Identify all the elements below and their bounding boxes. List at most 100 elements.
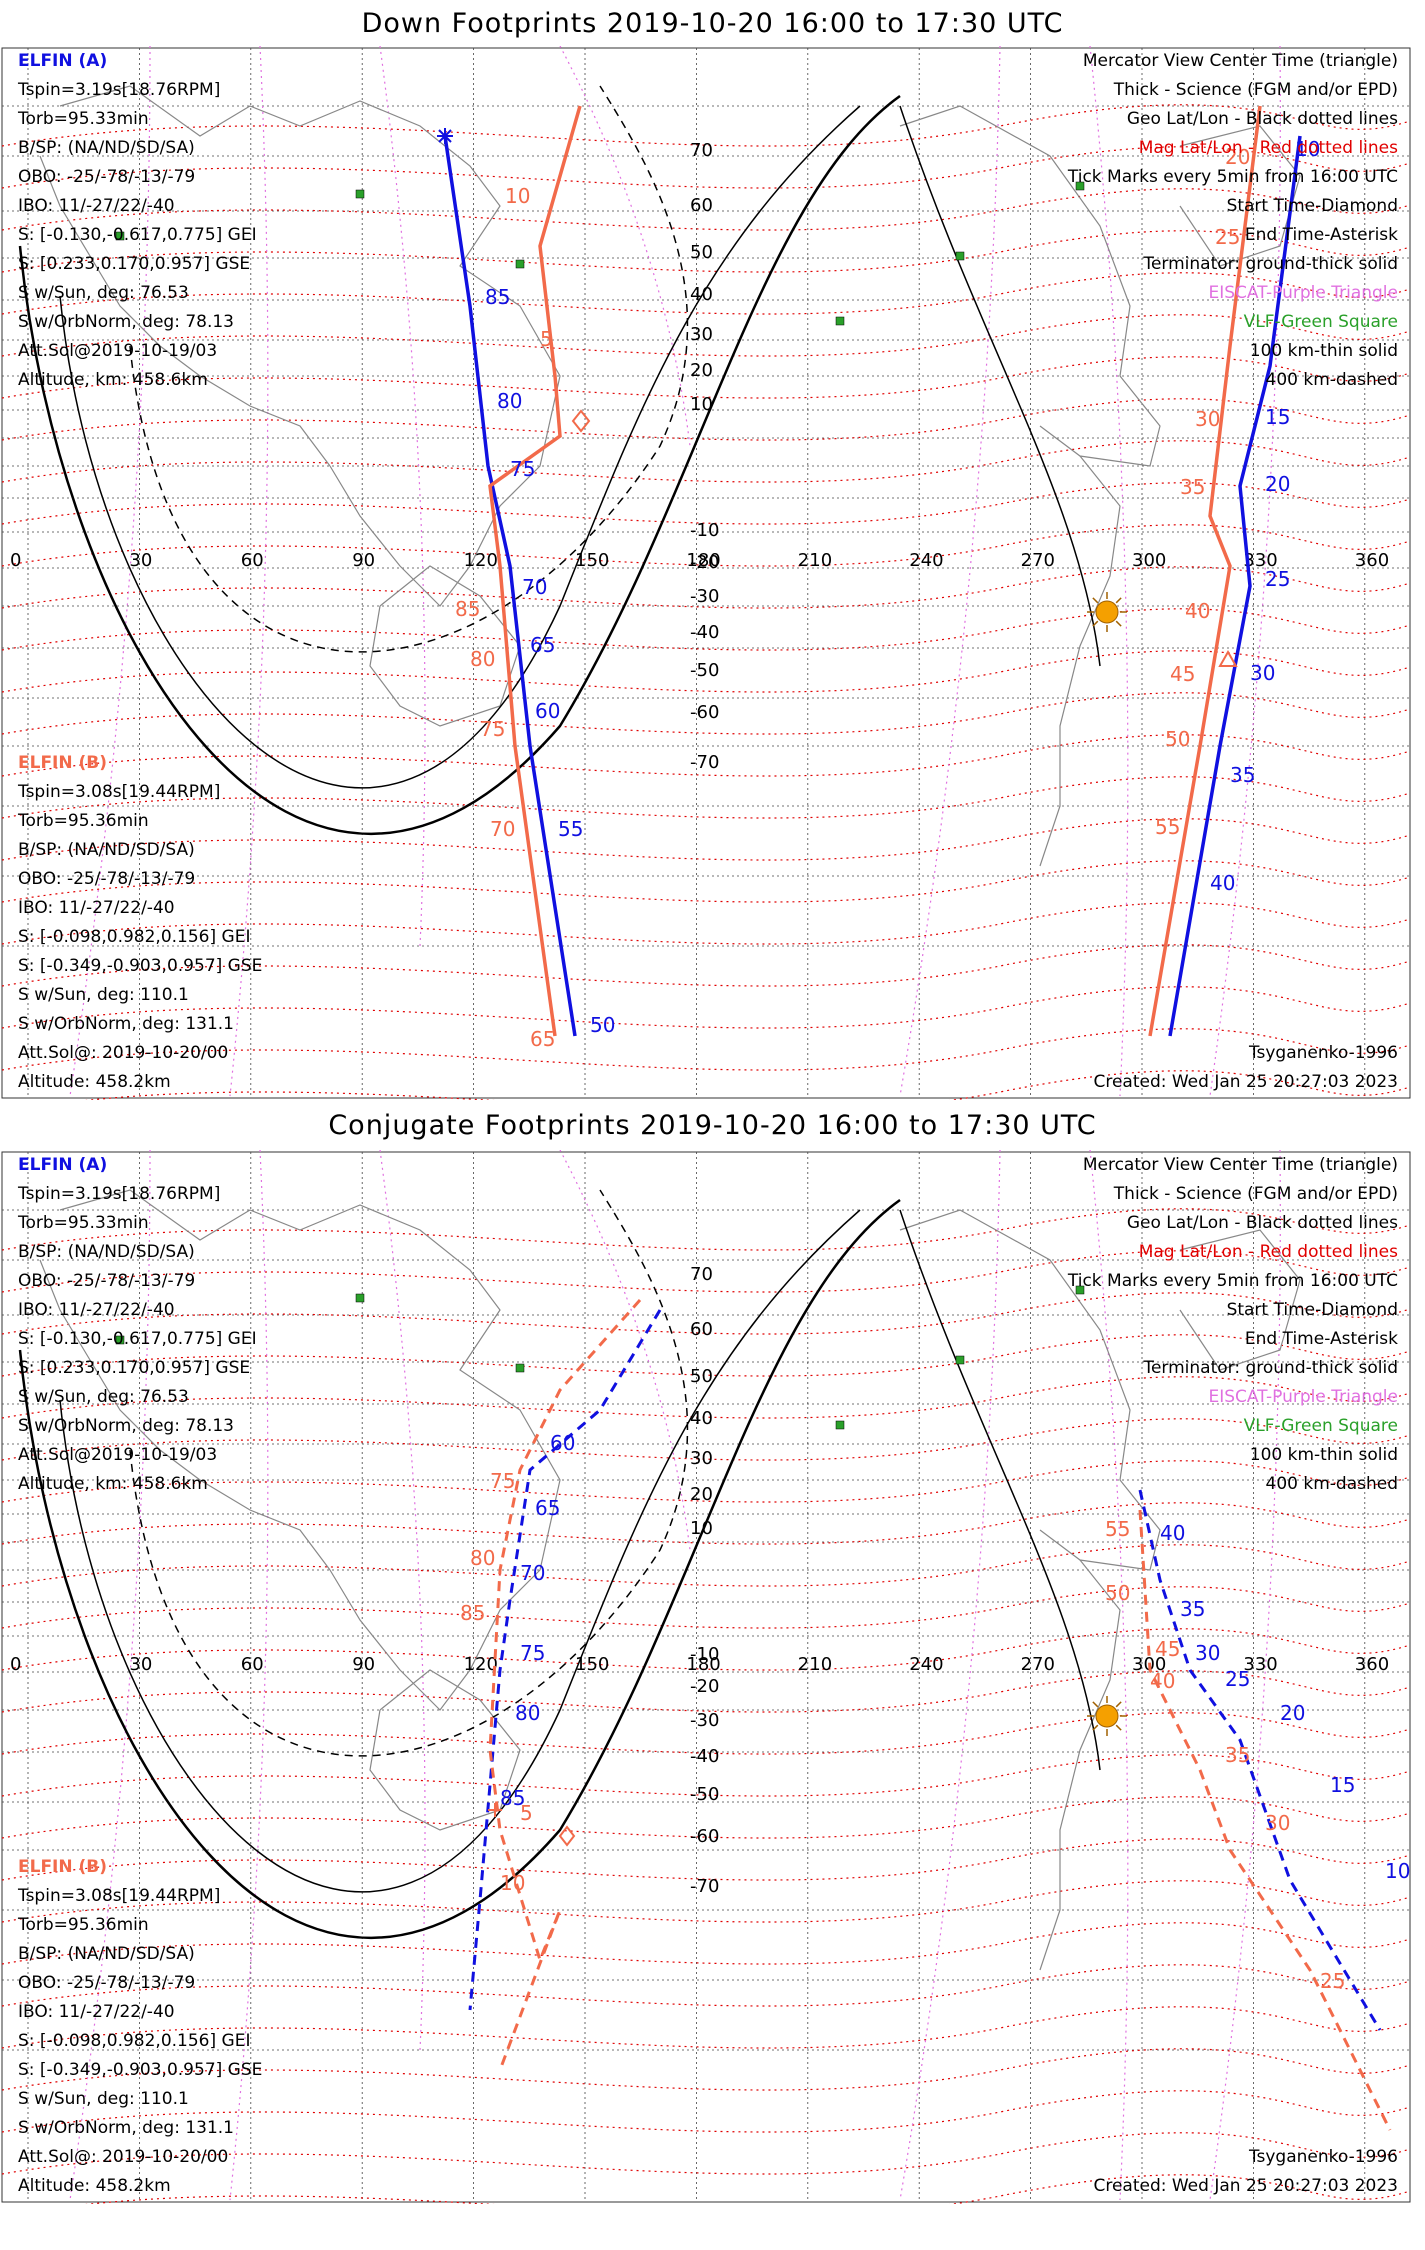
legend-line: 100 km-thin solid: [1250, 1445, 1398, 1465]
vlf-square-icon: [955, 251, 965, 261]
elfin-a-tick-label: 55: [558, 817, 583, 841]
model-label: Tsyganenko-1996: [1248, 2147, 1398, 2167]
elfin-a-info-line: Torb=95.33min: [17, 1213, 149, 1233]
elfin-a-tick-label: 75: [520, 1641, 545, 1665]
terminator-400km-line: [129, 85, 689, 653]
lat-tick-label: -40: [690, 622, 719, 643]
elfin-b-tick-label: 5: [520, 1801, 533, 1825]
vlf-square-icon: [1075, 181, 1085, 191]
lat-tick-label: 40: [690, 284, 713, 305]
elfin-b-info-line: S: [-0.098,0.982,0.156] GEI: [18, 2031, 250, 2051]
elfin-b-info-line: OBO: -25/-78/-13/-79: [18, 1973, 195, 1993]
elfin-b-tick-label: 65: [530, 1027, 555, 1051]
elfin-a-tick-label: 20: [1280, 1701, 1305, 1725]
elfin-b-tick-label: 20: [1225, 145, 1250, 169]
lon-tick-label: 360: [1355, 550, 1389, 571]
elfin-b-info-line: Torb=95.36min: [17, 1915, 149, 1935]
mag-meridian-line: [899, 1150, 1001, 2201]
elfin-a-name: ELFIN (A): [18, 1155, 107, 1175]
mag-latitude-line: [1, 944, 1411, 987]
lon-tick-label: 240: [909, 1654, 943, 1675]
mag-latitude-line: [1, 146, 1411, 189]
mag-grid: [1, 46, 1411, 1100]
lon-tick-label: 210: [798, 1654, 832, 1675]
lat-tick-label: -20: [690, 1676, 719, 1697]
lon-tick-label: 360: [1355, 1654, 1389, 1675]
elfin-a-info-line: Tspin=3.19s[18.76RPM]: [17, 80, 220, 100]
elfin-b-tick-label: 30: [1195, 407, 1220, 431]
elfin-a-info-line: IBO: 11/-27/22/-40: [18, 1300, 175, 1320]
legend-line: Geo Lat/Lon - Black dotted lines: [1127, 109, 1398, 129]
map-panel-down: 0 30 60 90 120 150 180 210 240 270 300 330 360 70 60 50…: [1, 46, 1411, 1100]
mag-meridian-line: [379, 46, 426, 947]
elfin-b-track-west: [488, 105, 582, 1037]
created-label: Created: Wed Jan 25 20:27:03 2023: [1093, 1072, 1398, 1092]
legend-line: EISCAT-Purple Triangle: [1208, 283, 1398, 303]
mag-meridian-line: [379, 1150, 426, 2051]
elfin-a-tick-label: 80: [515, 1701, 540, 1725]
elfin-b-tick-label: 80: [470, 647, 495, 671]
elfin-a-track-west: [443, 135, 577, 1037]
elfin-a-tick-label: 15: [1330, 1773, 1355, 1797]
mag-latitude-line: [1, 650, 1411, 693]
elfin-b-name: ELFIN (B): [18, 1857, 107, 1877]
lat-tick-label: -50: [690, 1784, 719, 1805]
elfin-b-tick-label: 75: [490, 1469, 515, 1493]
elfin-a-tick-label: 25: [1225, 1667, 1250, 1691]
elfin-a-tick-label: 40: [1210, 871, 1235, 895]
mag-latitude-line: [1, 1964, 1411, 2007]
lon-tick-label: 30: [129, 1654, 152, 1675]
elfin-a-info-line: B/SP: (NA/ND/SD/SA): [18, 1242, 195, 1262]
lat-tick-label: -30: [690, 1710, 719, 1731]
elfin-b-info-line: Tspin=3.08s[19.44RPM]: [17, 1886, 220, 1906]
elfin-a-tick-label: 60: [535, 699, 560, 723]
elfin-a-tick-label: 50: [590, 1013, 615, 1037]
elfin-b-tick-label: 75: [480, 717, 505, 741]
elfin-a-tick-label: 15: [1265, 405, 1290, 429]
mag-latitude-line: [1, 1838, 1411, 1881]
terminator-east-line: [899, 105, 1101, 667]
elfin-a-info-line: Altitude, km: 458.6km: [18, 370, 208, 390]
panel-title-conjugate: Conjugate Footprints 2019-10-20 16:00 to…: [328, 1110, 1097, 1141]
elfin-a-info-line: S: [-0.130,-0.617,0.775] GEI: [18, 225, 257, 245]
map-panel-conjugate: 0 30 60 90 120 150 180 210 240 270 300 330 360706050…: [1, 1150, 1411, 2204]
mag-latitude-line: [1, 1712, 1411, 1755]
mag-latitude-line: [1, 230, 1411, 273]
elfin-b-tick-label: 40: [1185, 599, 1210, 623]
mag-latitude-line: [1, 1670, 1411, 1713]
elfin-b-info-line: S: [-0.349,-0.903,0.957] GSE: [18, 2060, 262, 2080]
lon-tick-label: 270: [1021, 550, 1055, 571]
terminator-ground-line: [18, 94, 901, 836]
terminator-ground-line: [18, 1198, 901, 1940]
vlf-square-icon: [835, 316, 845, 326]
elfin-a-tick-label: 40: [1160, 1521, 1185, 1545]
elfin-b-tick-label: 85: [460, 1601, 485, 1625]
elfin-a-info-line: B/SP: (NA/ND/SD/SA): [18, 138, 195, 158]
mag-latitude-line: [1, 692, 1411, 735]
coastlines: [39, 85, 1301, 867]
mag-meridian-line: [559, 1150, 691, 1551]
terminator: [18, 85, 1101, 836]
legend-line: Terminator: ground-thick solid: [1142, 1358, 1398, 1378]
lon-tick-label: 150: [575, 1654, 609, 1675]
panel-title-down: Down Footprints 2019-10-20 16:00 to 17:3…: [361, 8, 1064, 39]
elfin-b-tick-label: 55: [1105, 1517, 1130, 1541]
mag-latitude-line: [1, 1544, 1411, 1587]
vlf-square-icon: [955, 1355, 965, 1365]
elfin-a-tick-label: 25: [1265, 567, 1290, 591]
lon-tick-label: 180: [686, 1654, 720, 1675]
vlf-square-icon: [115, 231, 125, 241]
mag-latitude-line: [1, 818, 1411, 861]
lon-tick-label: 150: [575, 550, 609, 571]
lon-tick-label: 120: [464, 1654, 498, 1675]
coastline: [899, 105, 1161, 467]
vlf-square-icon: [515, 1363, 525, 1373]
lon-tick-label: 0: [10, 1654, 21, 1675]
elfin-b-tick-label: 50: [1105, 1581, 1130, 1605]
legend-line: Tick Marks every 5min from 16:00 UTC: [1067, 1271, 1398, 1291]
mag-latitude-line: [85, 2174, 1411, 2204]
elfin-a-tick-label: 10: [1385, 1859, 1410, 1883]
lon-tick-label: 30: [129, 550, 152, 571]
legend-line: EISCAT-Purple Triangle: [1208, 1387, 1398, 1407]
legend-line: Start Time-Diamond: [1227, 196, 1398, 216]
